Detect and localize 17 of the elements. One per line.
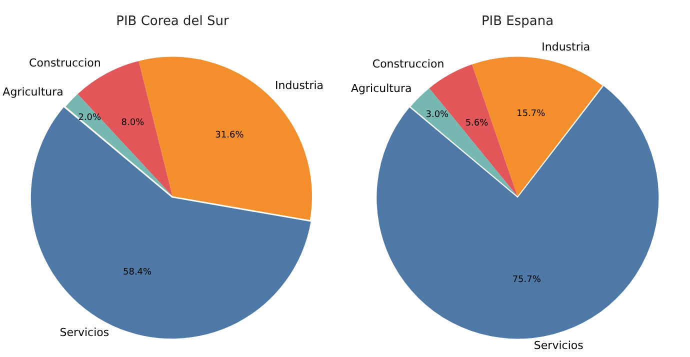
slice-label: Construccion [372, 58, 444, 71]
chart-title: PIB Espana [481, 14, 554, 30]
data-label: 15.7% [516, 109, 546, 120]
slice-label: Agricultura [350, 82, 412, 95]
data-label: 31.6% [215, 130, 244, 140]
slice-label: Agricultura [2, 85, 64, 98]
slice-label: Industria [275, 78, 324, 92]
data-label: 5.6% [465, 118, 489, 129]
slice-label: Servicios [534, 338, 584, 352]
data-label: 3.0% [426, 110, 450, 120]
data-label: 8.0% [121, 118, 145, 128]
data-label: 58.4% [122, 268, 152, 278]
data-label: 75.7% [512, 274, 542, 285]
chart-title: PIB Corea del Sur [116, 14, 230, 30]
slice-label: Servicios [60, 326, 110, 339]
slice-label: Construccion [29, 56, 101, 70]
slice-label: Industria [542, 40, 590, 54]
